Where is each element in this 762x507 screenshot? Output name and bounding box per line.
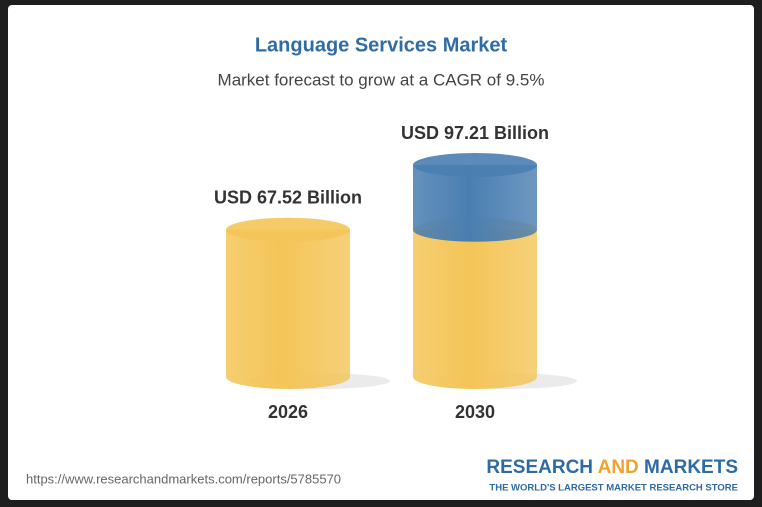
logo-word: MARKETS [644, 457, 738, 478]
cylinder-body [413, 229, 537, 389]
brand-tagline: THE WORLD'S LARGEST MARKET RESEARCH STOR… [489, 483, 738, 494]
value-label: USD 67.52 Billion [214, 187, 362, 207]
panel [8, 5, 754, 500]
category-label: 2030 [455, 402, 495, 422]
logo-word: AND [598, 457, 639, 478]
chart-title: Language Services Market [255, 34, 508, 56]
category-label: 2026 [268, 402, 308, 422]
source-url[interactable]: https://www.researchandmarkets.com/repor… [26, 471, 341, 486]
cylinder-top [226, 217, 350, 242]
cylinder [413, 153, 537, 389]
cylinder-body [413, 165, 537, 242]
cylinder [226, 217, 350, 389]
logo-word: RESEARCH [486, 457, 593, 478]
chart-subtitle: Market forecast to grow at a CAGR of 9.5… [218, 70, 545, 89]
cylinder-body [226, 229, 350, 389]
cylinder-top [413, 153, 537, 177]
value-label: USD 97.21 Billion [401, 123, 549, 143]
brand-logo[interactable]: RESEARCH AND MARKETS [486, 457, 738, 478]
